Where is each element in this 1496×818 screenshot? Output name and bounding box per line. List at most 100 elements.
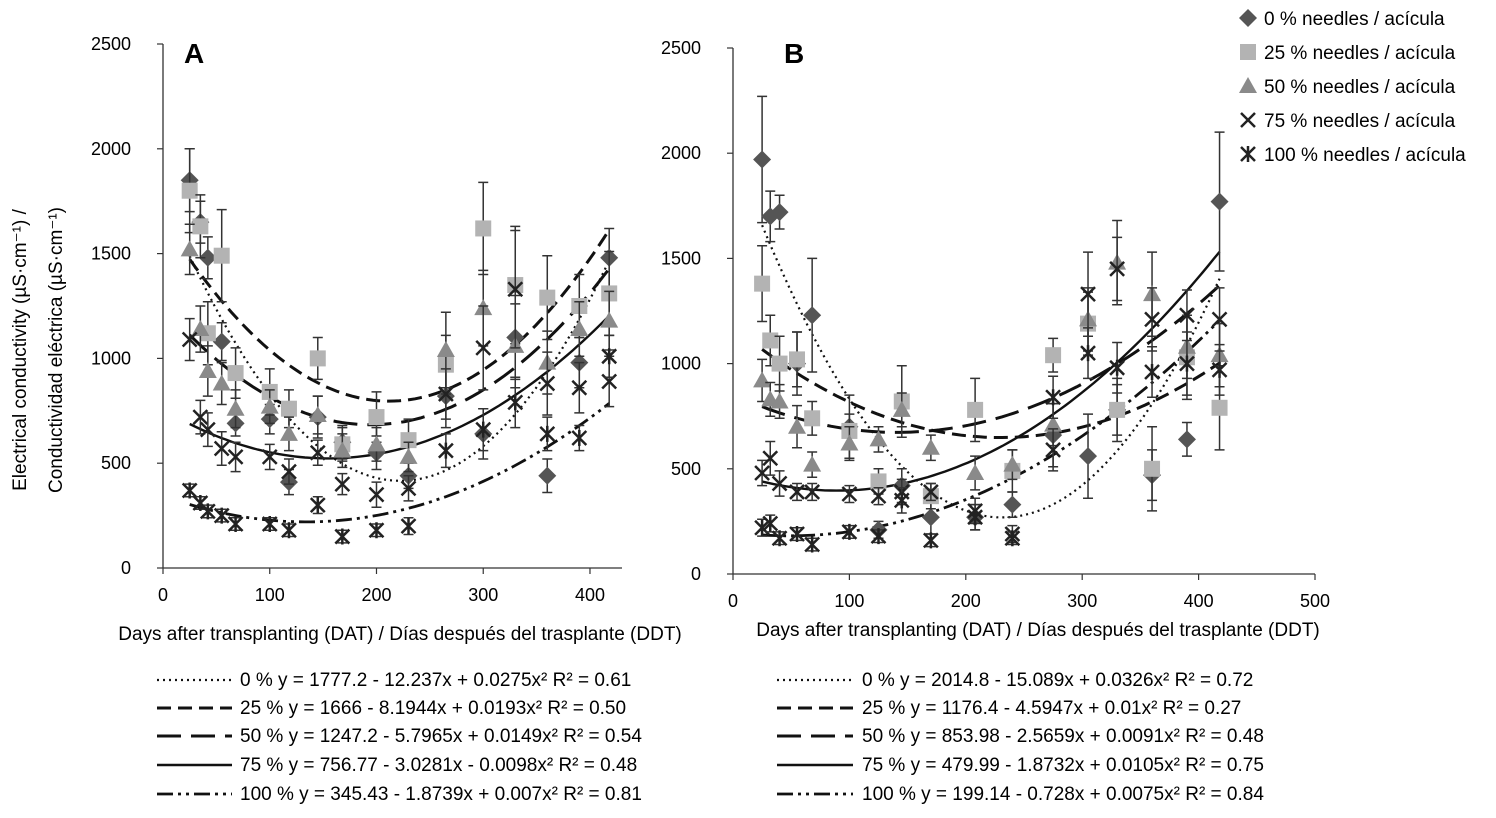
panel-a-point-4 [199, 503, 216, 520]
equation-a-25: 25 % y = 1666 - 8.1944x + 0.0193x² R² = … [240, 698, 626, 719]
panel-a-point-2 [212, 374, 231, 391]
panel-a-point-1 [192, 218, 209, 235]
legend-label-25: 25 % needles / acícula [1264, 43, 1456, 64]
equation-a-75: 75 % y = 756.77 - 3.0281x - 0.0098x² R² … [240, 755, 637, 776]
panel-b-point-4 [1004, 530, 1021, 547]
panel-a-point-3 [539, 375, 556, 392]
panel-b-point-4 [967, 509, 983, 526]
panel-b-point-1 [1109, 401, 1126, 418]
panel-a-y-tick-label: 0 [121, 558, 131, 578]
legend-marker-1 [1240, 44, 1256, 60]
equation-b-0: 0 % y = 2014.8 - 15.089x + 0.0326x² R² =… [862, 670, 1253, 691]
panel-a-point-1 [368, 409, 385, 426]
panel-b-fit-line-3 [761, 251, 1221, 492]
panel-b-point-2 [892, 400, 911, 417]
panel-b-point-1 [870, 473, 887, 490]
panel-b-y-tick-label: 2000 [661, 143, 701, 163]
panel-b-point-4 [1144, 364, 1160, 381]
panel-b-point-3 [1179, 307, 1195, 324]
panel-a-x-axis-title: Days after transplanting (DAT) / Días de… [118, 624, 682, 645]
panel-a-point-3 [261, 449, 278, 465]
panel-b-point-3 [922, 484, 939, 500]
panel-b-x-axis-title: Days after transplanting (DAT) / Días de… [756, 620, 1320, 641]
panel-a-fit-line-1 [188, 229, 611, 403]
equation-b-50: 50 % y = 853.98 - 2.5659x + 0.0091x² R² … [862, 726, 1264, 747]
panel-b-y-tick-label: 1000 [661, 354, 701, 374]
equation-a-0: 0 % y = 1777.2 - 12.237x + 0.0275x² R² =… [240, 670, 631, 691]
panel-a-point-1 [309, 350, 326, 367]
panel-b-x-tick-label: 300 [1067, 591, 1097, 611]
panel-a-point-3 [281, 463, 297, 480]
panel-b-x-tick-label: 400 [1184, 591, 1214, 611]
panel-a-point-4 [400, 518, 417, 535]
panel-b-point-3 [1045, 441, 1061, 458]
panel-a-point-2 [279, 424, 298, 441]
panel-b-point-4 [789, 526, 805, 543]
panel-a-point-3 [227, 449, 244, 465]
legend-marker-0 [1239, 9, 1257, 27]
panel-b-point-3 [841, 486, 858, 502]
panel-a-y-tick-label: 2500 [91, 34, 131, 54]
panel-a-point-3 [181, 331, 198, 348]
panel-b-point-2 [1044, 415, 1063, 432]
legend-marker-2 [1239, 77, 1257, 93]
panel-b-point-4 [1080, 345, 1096, 362]
panel-b-point-2 [770, 392, 789, 409]
equation-b-75: 75 % y = 479.99 - 1.8732x + 0.0105x² R² … [862, 755, 1264, 776]
equation-a-50: 50 % y = 1247.2 - 5.7965x + 0.0149x² R² … [240, 726, 642, 747]
panel-b-fit-line-1 [761, 348, 1221, 439]
panel-a-x-tick-label: 300 [468, 585, 498, 605]
panel-a-y-tick-label: 2000 [91, 139, 131, 159]
panel-a-y-tick-label: 1000 [91, 348, 131, 368]
panel-b-point-1 [1144, 460, 1161, 477]
equation-b-100: 100 % y = 199.14 - 0.728x + 0.0075x² R² … [862, 784, 1264, 805]
legend-marker-4 [1240, 146, 1256, 162]
panel-b-point-1 [1211, 399, 1228, 416]
panel-a-point-2 [226, 399, 245, 416]
panel-a-point-0 [538, 466, 557, 485]
panel-b-point-1 [804, 410, 821, 427]
y-axis-title-line2: Conductividad eléctrica (µS·cm⁻¹) [46, 207, 67, 493]
legend-label-0: 0 % needles / acícula [1264, 9, 1445, 30]
panel-a-point-3 [334, 476, 351, 493]
panel-a-point-4 [181, 482, 198, 499]
panel-a-fit-line-3 [189, 314, 611, 460]
panel-a-y-tick-label: 1500 [91, 244, 131, 264]
panel-a-point-4 [261, 515, 278, 532]
panel-a-point-3 [507, 281, 524, 298]
panel-b-point-0 [1079, 447, 1098, 466]
panel-b-x-tick-label: 200 [951, 591, 981, 611]
panel-a-x-tick-label: 0 [158, 585, 168, 605]
panel-b-point-1 [789, 351, 806, 368]
panel-a-point-2 [399, 447, 418, 464]
panel-a-x-tick-label: 100 [255, 585, 285, 605]
panel-b-point-4 [1045, 389, 1061, 406]
panel-a-point-1 [539, 289, 556, 306]
panel-b-point-2 [1003, 455, 1022, 472]
panel-b-fit-line-4 [762, 319, 1221, 538]
panel-b-point-3 [754, 465, 770, 481]
panel-b-point-3 [1080, 286, 1096, 303]
y-axis-title-line1: Electrical conductivity (µS·cm⁻¹) / [10, 208, 31, 490]
panel-a-point-2 [308, 405, 327, 422]
panel-a-fit-line-4 [189, 402, 611, 524]
panel-a-point-3 [213, 440, 230, 457]
panel-a-point-2 [570, 320, 589, 337]
panel-a-point-4 [475, 421, 492, 438]
panel-b-point-0 [921, 508, 940, 527]
panel-b-x-tick-label: 100 [834, 591, 864, 611]
panel-b-point-1 [754, 275, 771, 292]
panel-b-point-4 [762, 515, 779, 532]
panel-b-point-1 [967, 401, 984, 418]
panel-a-fit-line-2 [188, 267, 611, 427]
panel-b-point-2 [921, 438, 940, 455]
panel-a-point-2 [198, 361, 217, 378]
panel-b-point-0 [1003, 495, 1022, 514]
panel-a-x-tick-label: 400 [575, 585, 605, 605]
panel-b-y-tick-label: 500 [671, 459, 701, 479]
panel-a-point-2 [436, 341, 455, 358]
panel-a-x-tick-label: 200 [361, 585, 391, 605]
legend-label-100: 100 % needles / acícula [1264, 145, 1466, 166]
panel-b-point-1 [771, 355, 788, 372]
